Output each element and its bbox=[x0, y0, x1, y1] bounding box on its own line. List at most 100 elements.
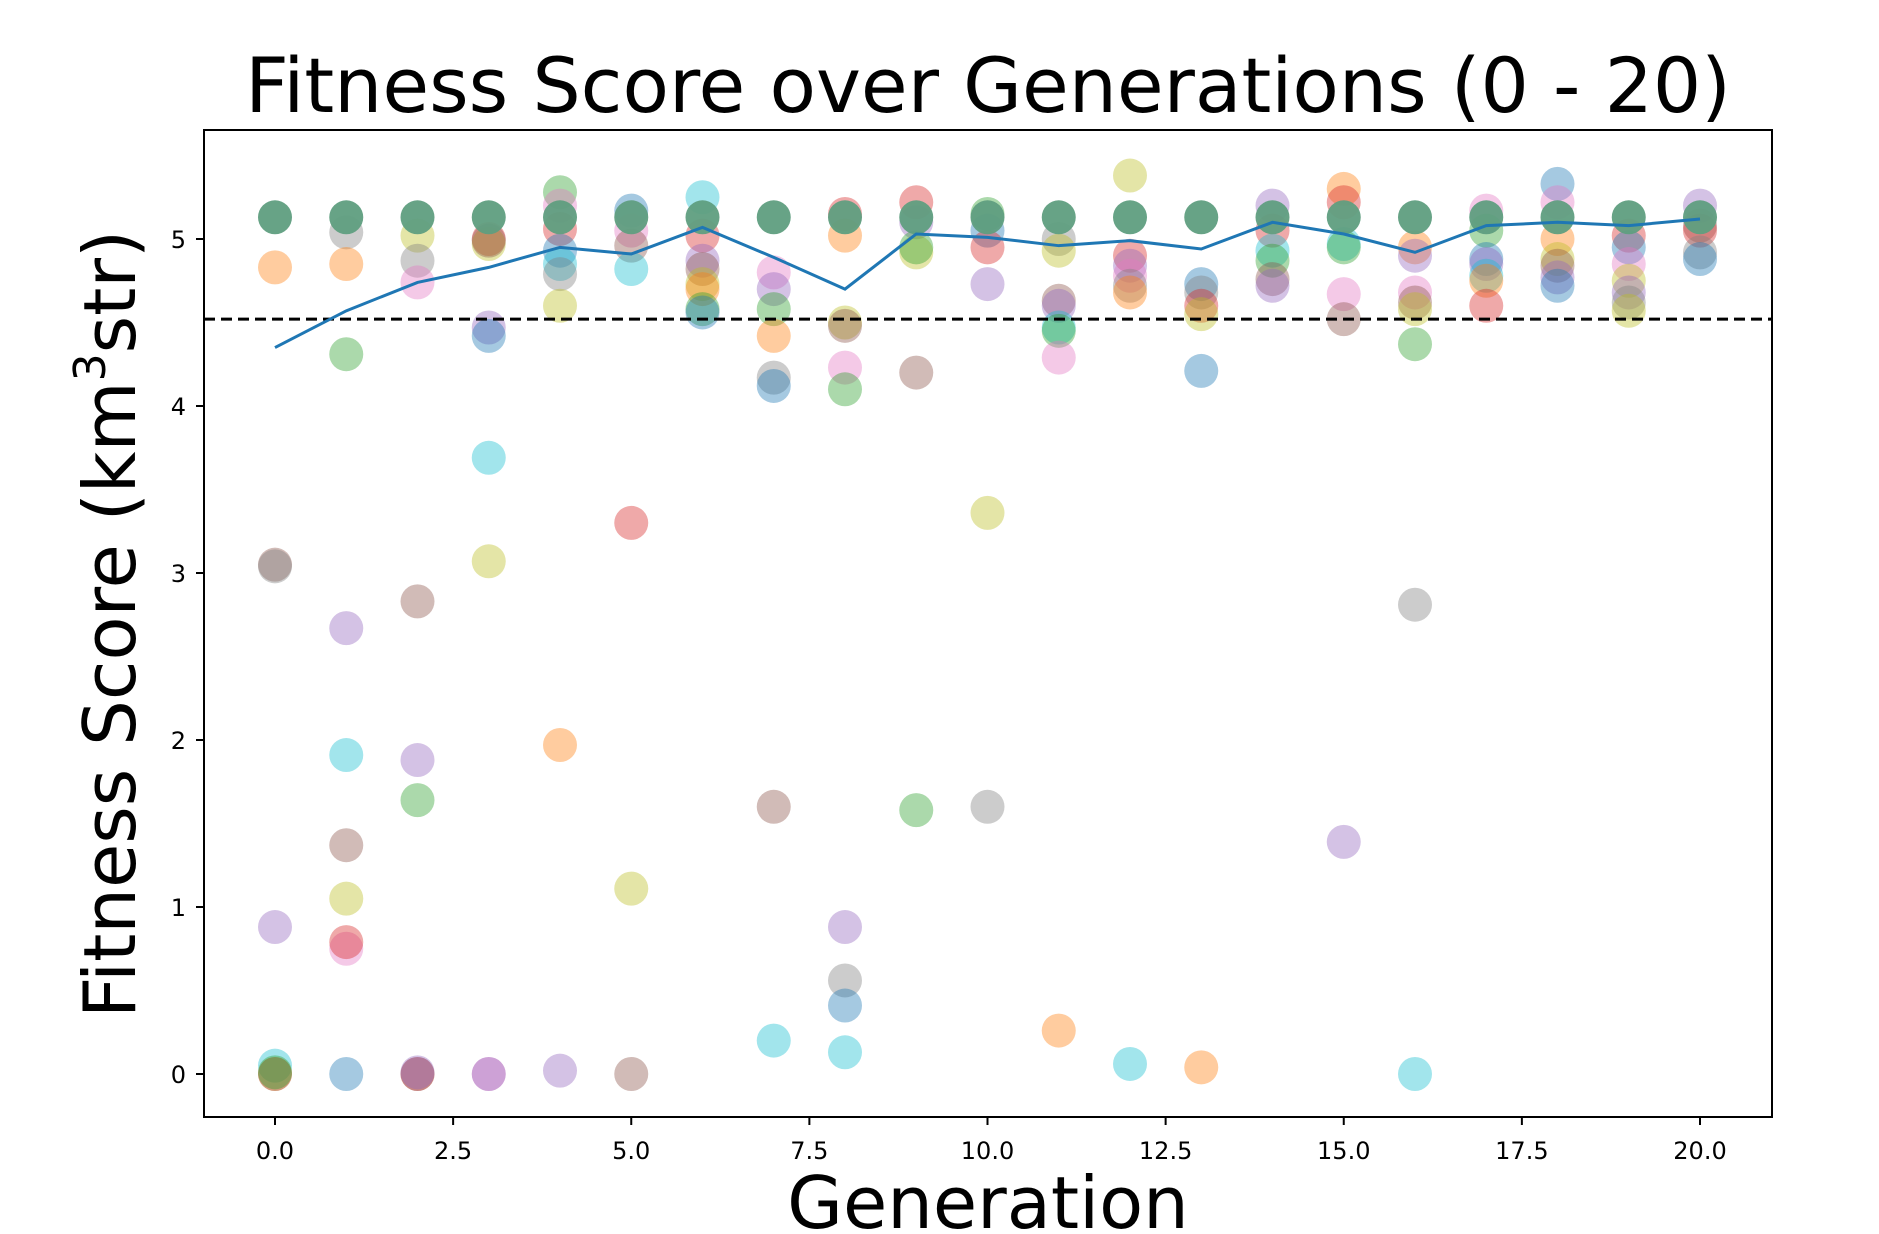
scatter-point bbox=[1113, 268, 1147, 303]
scatter-point bbox=[1611, 230, 1646, 265]
scatter-point bbox=[471, 1057, 506, 1091]
scatter-point bbox=[1398, 587, 1432, 622]
y-tick-label: 3 bbox=[171, 560, 186, 588]
scatter-point bbox=[543, 247, 577, 282]
scatter-point bbox=[543, 288, 577, 323]
scatter-point bbox=[543, 233, 577, 268]
x-axis-ticks: 0.0 2.5 5.0 7.5 10.0 12.5 15.0 17.5 20.0 bbox=[256, 1117, 1727, 1165]
scatter-point bbox=[1469, 247, 1504, 282]
x-tick-label: 12.5 bbox=[1139, 1137, 1192, 1165]
y-tick-label: 2 bbox=[171, 727, 186, 755]
scatter-point bbox=[329, 738, 364, 773]
scatter-point bbox=[685, 267, 720, 302]
x-tick-label: 17.5 bbox=[1495, 1137, 1548, 1165]
scatter-point bbox=[400, 243, 435, 278]
scatter-point bbox=[1611, 293, 1646, 328]
scatter-point bbox=[899, 793, 934, 828]
scatter-point bbox=[828, 308, 862, 343]
scatter-point bbox=[1041, 288, 1076, 323]
scatter-point bbox=[756, 255, 791, 290]
x-tick-label: 0.0 bbox=[256, 1137, 294, 1165]
best-point bbox=[1041, 200, 1076, 235]
scatter-point bbox=[899, 235, 934, 270]
scatter-point bbox=[828, 350, 862, 385]
scatter-point bbox=[258, 547, 292, 582]
best-point bbox=[329, 200, 364, 235]
scatter-point bbox=[1255, 243, 1290, 278]
best-point bbox=[899, 200, 934, 235]
y-axis-ticks: 0 1 2 3 4 5 bbox=[171, 226, 204, 1089]
best-point bbox=[1326, 200, 1361, 235]
scatter-point bbox=[1041, 1013, 1076, 1048]
scatter-point bbox=[1469, 263, 1504, 298]
scatter-point bbox=[756, 789, 791, 824]
best-point bbox=[1398, 200, 1432, 235]
y-tick-label: 0 bbox=[171, 1061, 186, 1089]
scatter-point bbox=[1469, 258, 1504, 293]
scatter-point bbox=[614, 505, 649, 540]
scatter-point bbox=[1326, 277, 1361, 312]
scatter-point bbox=[1255, 233, 1290, 268]
scatter-point bbox=[1113, 275, 1147, 310]
scatter-point bbox=[400, 1057, 435, 1091]
scatter-point bbox=[1540, 242, 1575, 277]
scatter-point bbox=[1113, 158, 1147, 193]
scatter-point bbox=[329, 337, 364, 372]
best-point bbox=[1611, 200, 1646, 235]
scatter-point bbox=[756, 318, 791, 353]
scatter-point bbox=[1398, 238, 1432, 273]
scatter-point bbox=[899, 355, 934, 390]
best-point bbox=[756, 200, 791, 235]
scatter-point bbox=[1184, 1050, 1219, 1085]
x-tick-label: 15.0 bbox=[1317, 1137, 1370, 1165]
scatter-point bbox=[1041, 313, 1076, 348]
scatter-point bbox=[1540, 248, 1575, 283]
scatter-point bbox=[258, 1057, 292, 1091]
scatter-point bbox=[543, 728, 577, 763]
scatter-point bbox=[614, 871, 649, 906]
scatter-point bbox=[756, 360, 791, 395]
scatter-points bbox=[258, 158, 1717, 1091]
scatter-point bbox=[1113, 1046, 1147, 1081]
scatter-point bbox=[756, 272, 791, 307]
scatter-point bbox=[471, 440, 506, 475]
scatter-point bbox=[1398, 1057, 1432, 1091]
best-point bbox=[1184, 200, 1219, 235]
scatter-point bbox=[1255, 268, 1290, 303]
scatter-point bbox=[1611, 285, 1646, 320]
scatter-point bbox=[685, 292, 720, 327]
scatter-point bbox=[1041, 283, 1076, 318]
y-axis-label-sup: 3 bbox=[65, 353, 116, 381]
y-axis-label: Fitness Score (km3str) bbox=[65, 230, 152, 1018]
scatter-point bbox=[471, 223, 506, 258]
x-axis-label: Generation bbox=[787, 1161, 1189, 1234]
best-point bbox=[1540, 200, 1575, 235]
scatter-point bbox=[828, 963, 862, 998]
scatter-point bbox=[258, 1055, 292, 1090]
scatter-point bbox=[685, 272, 720, 307]
scatter-point bbox=[756, 368, 791, 403]
best-point bbox=[471, 200, 506, 235]
scatter-point bbox=[543, 257, 577, 292]
scatter-point bbox=[258, 1057, 292, 1091]
scatter-point bbox=[329, 881, 364, 916]
scatter-point bbox=[329, 931, 364, 966]
mean-fitness-line bbox=[274, 217, 1701, 349]
scatter-point bbox=[828, 372, 862, 407]
scatter-point bbox=[1113, 258, 1147, 293]
scatter-point bbox=[471, 1057, 506, 1091]
scatter-point bbox=[828, 910, 862, 945]
scatter-point bbox=[756, 292, 791, 327]
best-point bbox=[614, 200, 649, 235]
best-point bbox=[1255, 200, 1290, 235]
scatter-point bbox=[329, 611, 364, 646]
scatter-point bbox=[828, 988, 862, 1023]
x-tick-label: 7.5 bbox=[790, 1137, 828, 1165]
scatter-point bbox=[1683, 235, 1717, 270]
scatter-point bbox=[258, 1048, 292, 1083]
scatter-point bbox=[400, 584, 435, 619]
scatter-point bbox=[614, 1057, 649, 1091]
scatter-point bbox=[329, 247, 364, 282]
scatter-point bbox=[1683, 242, 1717, 277]
